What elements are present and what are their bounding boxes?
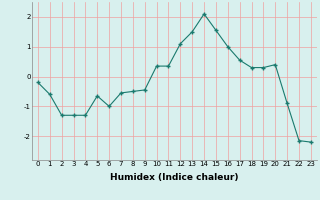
X-axis label: Humidex (Indice chaleur): Humidex (Indice chaleur) [110, 173, 239, 182]
